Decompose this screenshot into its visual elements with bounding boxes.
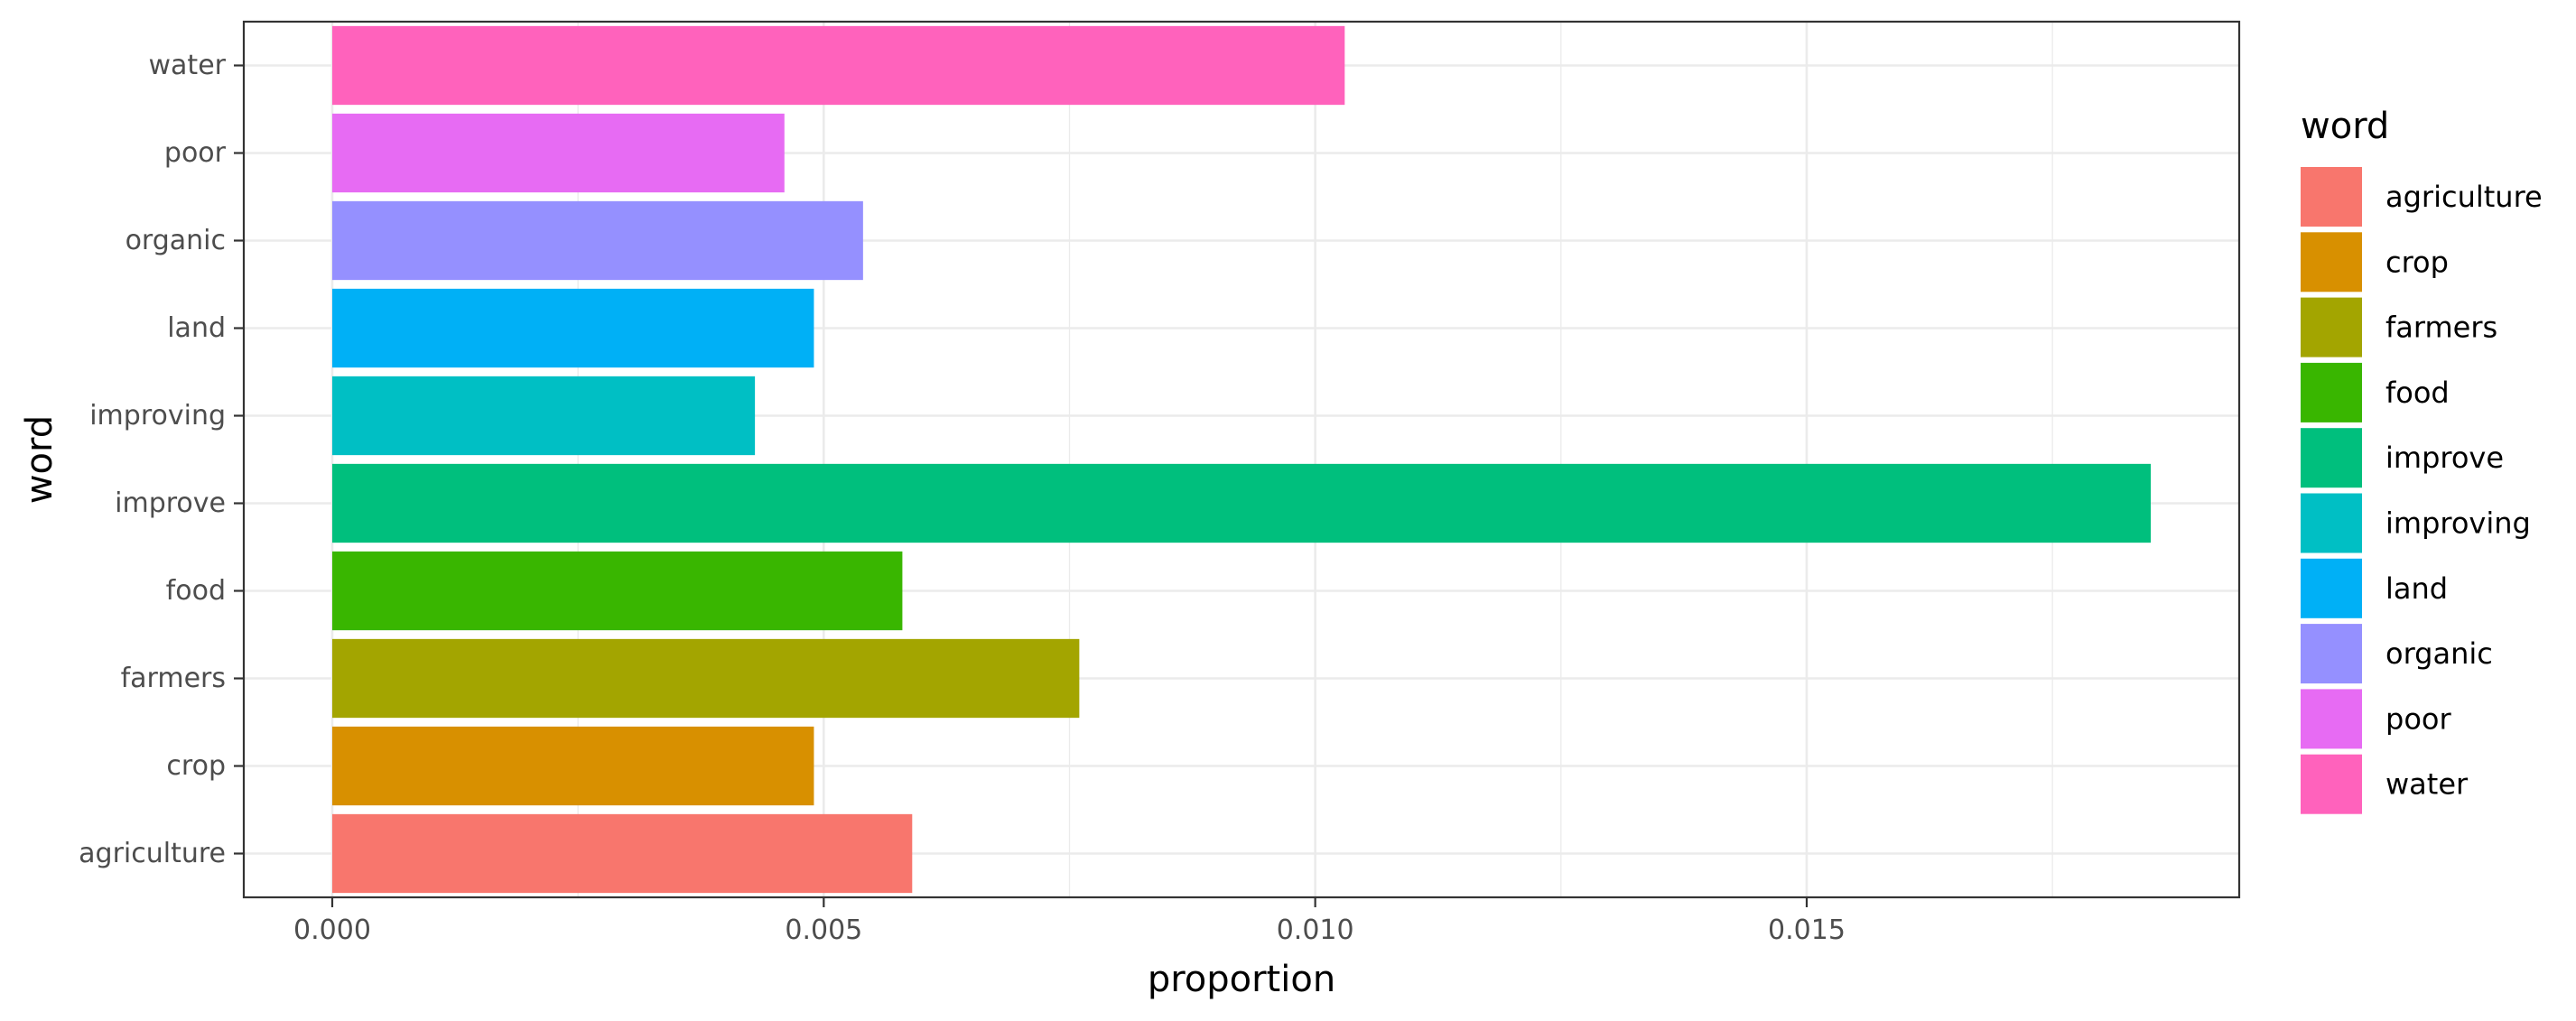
- legend-label-organic: organic: [2385, 636, 2493, 671]
- legend-key-improve: [2301, 428, 2362, 488]
- y-tick-label-land: land: [167, 312, 226, 344]
- y-tick-label-food: food: [166, 575, 226, 607]
- legend-key-agriculture: [2301, 167, 2362, 227]
- bar-agriculture: [331, 813, 913, 894]
- y-tick-label-improve: improve: [115, 487, 226, 519]
- legend-label-agriculture: agriculture: [2385, 180, 2543, 214]
- y-tick-label-farmers: farmers: [121, 663, 226, 694]
- y-tick-label-crop: crop: [166, 750, 226, 782]
- x-tick-label-3: 0.015: [1768, 914, 1846, 946]
- legend-key-improving: [2301, 493, 2362, 553]
- x-axis: 0.000 0.005 0.010 0.015: [293, 897, 1846, 946]
- legend-label-crop: crop: [2385, 245, 2449, 279]
- legend-title: word: [2301, 106, 2389, 147]
- legend-key-crop: [2301, 232, 2362, 292]
- bar-farmers: [331, 638, 1080, 719]
- y-tick-label-organic: organic: [126, 225, 226, 256]
- legend-label-improving: improving: [2385, 506, 2531, 541]
- legend-label-food: food: [2385, 376, 2450, 410]
- bar-land: [331, 288, 814, 368]
- legend-key-farmers: [2301, 297, 2362, 357]
- bar-improve: [331, 463, 2152, 543]
- x-tick-label-2: 0.010: [1277, 914, 1354, 946]
- y-axis: agriculture crop farmers food improve improvi…: [79, 50, 244, 869]
- legend-key-organic: [2301, 624, 2362, 684]
- legend-label-water: water: [2385, 767, 2469, 802]
- legend-key-food: [2301, 362, 2362, 422]
- legend: word agriculture crop farmers food improve im…: [2301, 106, 2543, 814]
- bar-poor: [331, 113, 785, 193]
- legend-label-poor: poor: [2385, 701, 2451, 736]
- legend-label-farmers: farmers: [2385, 311, 2497, 345]
- legend-key-land: [2301, 558, 2362, 618]
- bar-crop: [331, 726, 814, 806]
- legend-label-land: land: [2385, 571, 2448, 606]
- legend-key-poor: [2301, 689, 2362, 749]
- bar-food: [331, 551, 903, 631]
- y-tick-label-water: water: [149, 50, 227, 81]
- bar-improving: [331, 376, 756, 456]
- legend-key-water: [2301, 754, 2362, 814]
- bar-water: [331, 25, 1345, 106]
- y-axis-title: word: [19, 415, 60, 504]
- plot-panel-border: [242, 20, 2241, 899]
- bars: [331, 25, 2152, 894]
- x-tick-label-0: 0.000: [293, 914, 371, 946]
- legend-label-improve: improve: [2385, 441, 2504, 475]
- x-axis-title: proportion: [1148, 959, 1335, 1000]
- x-tick-label-1: 0.005: [785, 914, 862, 946]
- y-tick-label-poor: poor: [164, 137, 227, 169]
- y-tick-label-agriculture: agriculture: [79, 838, 226, 869]
- bar-organic: [331, 200, 863, 281]
- y-tick-label-improving: improving: [89, 400, 226, 432]
